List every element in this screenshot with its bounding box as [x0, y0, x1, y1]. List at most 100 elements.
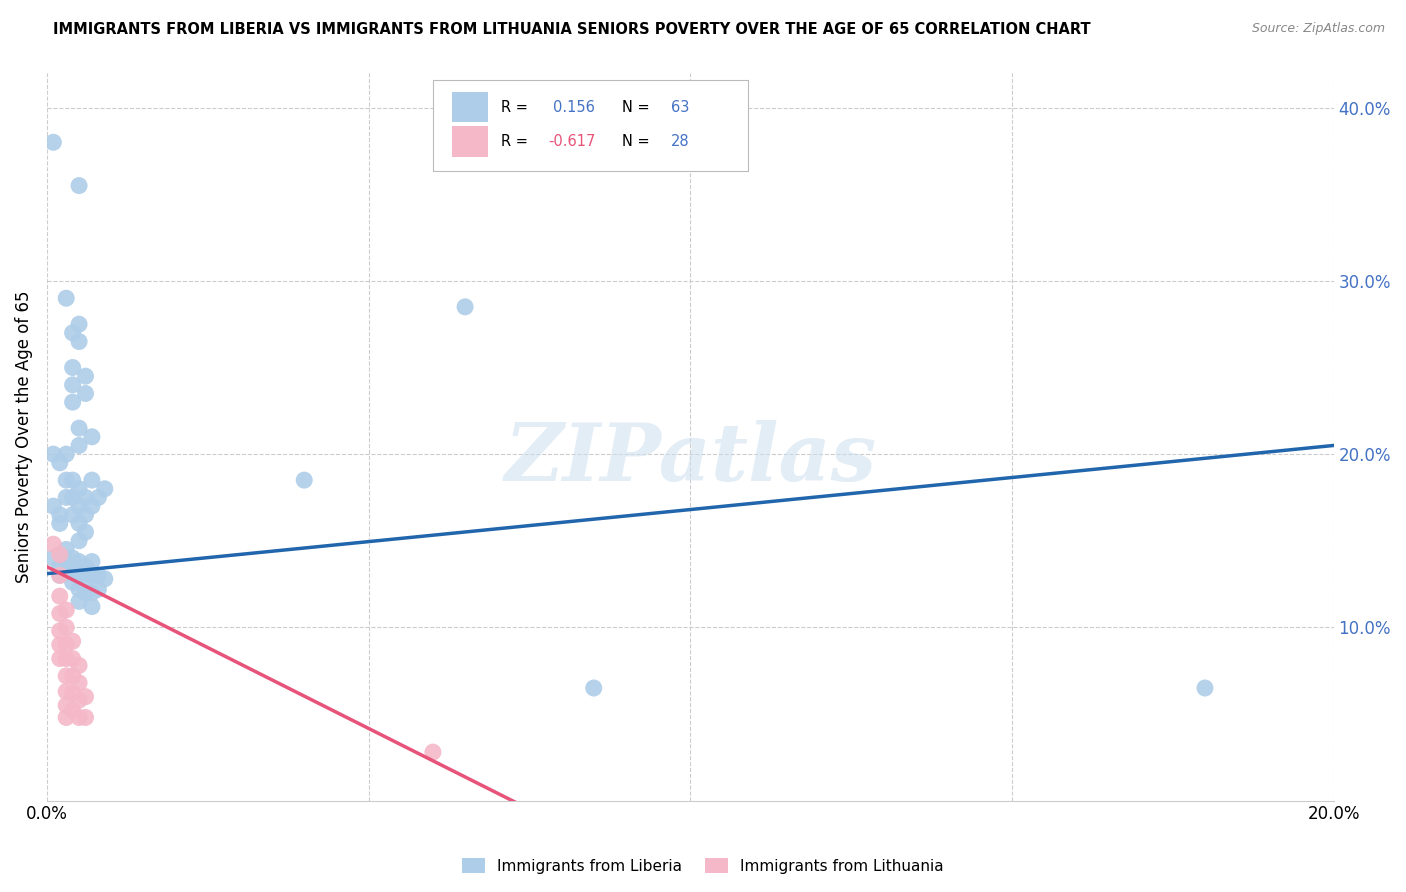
Point	[55, 542, 77, 557]
Point	[55, 291, 77, 305]
Point	[67, 693, 90, 707]
Point	[49, 516, 72, 531]
Point	[62, 326, 84, 340]
Point	[42, 136, 65, 150]
Point	[67, 555, 90, 569]
Bar	[453, 126, 488, 157]
Point	[49, 638, 72, 652]
Point	[62, 686, 84, 700]
Text: IMMIGRANTS FROM LIBERIA VS IMMIGRANTS FROM LITHUANIA SENIORS POVERTY OVER THE AG: IMMIGRANTS FROM LIBERIA VS IMMIGRANTS FR…	[53, 22, 1091, 37]
Point	[67, 499, 90, 513]
Point	[62, 395, 84, 409]
Point	[55, 698, 77, 713]
Point	[55, 669, 77, 683]
Bar	[453, 92, 488, 122]
Text: 63: 63	[671, 100, 689, 115]
Point	[67, 421, 90, 435]
Point	[75, 710, 97, 724]
Text: 0.156: 0.156	[553, 100, 595, 115]
Text: 28: 28	[671, 134, 689, 149]
Point	[55, 491, 77, 505]
Point	[62, 669, 84, 683]
Point	[75, 508, 97, 522]
Point	[49, 559, 72, 574]
Point	[62, 551, 84, 566]
Point	[80, 555, 103, 569]
Point	[75, 585, 97, 599]
Point	[87, 491, 110, 505]
Point	[80, 599, 103, 614]
Point	[67, 582, 90, 597]
Text: -0.617: -0.617	[548, 134, 596, 149]
Point	[42, 537, 65, 551]
Point	[62, 651, 84, 665]
Point	[67, 317, 90, 331]
Point	[49, 548, 72, 562]
Point	[94, 482, 117, 496]
Point	[80, 499, 103, 513]
Point	[292, 473, 315, 487]
Y-axis label: Seniors Poverty Over the Age of 65: Seniors Poverty Over the Age of 65	[15, 291, 32, 583]
Point	[67, 178, 90, 193]
Point	[67, 438, 90, 452]
Point	[67, 675, 90, 690]
Point	[75, 690, 97, 704]
Point	[62, 473, 84, 487]
Point	[75, 559, 97, 574]
Point	[55, 651, 77, 665]
Point	[55, 684, 77, 698]
Point	[49, 508, 72, 522]
Point	[75, 572, 97, 586]
Point	[49, 568, 72, 582]
Point	[62, 491, 84, 505]
Point	[80, 473, 103, 487]
Legend: Immigrants from Liberia, Immigrants from Lithuania: Immigrants from Liberia, Immigrants from…	[456, 852, 950, 880]
Point	[42, 499, 65, 513]
Point	[55, 603, 77, 617]
Point	[582, 681, 605, 695]
Point	[42, 447, 65, 461]
Point	[55, 447, 77, 461]
Point	[49, 568, 72, 582]
Text: R =: R =	[501, 100, 529, 115]
Point	[75, 491, 97, 505]
Point	[55, 620, 77, 634]
Text: N =: N =	[621, 100, 650, 115]
Point	[49, 456, 72, 470]
Text: Source: ZipAtlas.com: Source: ZipAtlas.com	[1251, 22, 1385, 36]
Point	[49, 589, 72, 603]
Point	[42, 551, 65, 566]
Point	[55, 638, 77, 652]
Point	[55, 473, 77, 487]
Point	[62, 360, 84, 375]
Point	[75, 386, 97, 401]
Text: N =: N =	[621, 134, 650, 149]
Point	[67, 482, 90, 496]
Point	[49, 607, 72, 621]
Point	[62, 563, 84, 577]
Point	[454, 300, 477, 314]
Point	[94, 572, 117, 586]
Point	[75, 525, 97, 540]
Point	[1194, 681, 1216, 695]
Point	[62, 575, 84, 590]
Point	[62, 377, 84, 392]
FancyBboxPatch shape	[433, 80, 748, 171]
Point	[80, 585, 103, 599]
Point	[62, 508, 84, 522]
Point	[67, 334, 90, 349]
Point	[55, 555, 77, 569]
Text: R =: R =	[501, 134, 529, 149]
Point	[67, 533, 90, 548]
Point	[75, 369, 97, 384]
Point	[80, 430, 103, 444]
Point	[55, 710, 77, 724]
Point	[55, 565, 77, 579]
Point	[87, 582, 110, 597]
Point	[67, 658, 90, 673]
Point	[67, 568, 90, 582]
Point	[422, 745, 444, 759]
Point	[67, 710, 90, 724]
Point	[49, 624, 72, 638]
Point	[67, 516, 90, 531]
